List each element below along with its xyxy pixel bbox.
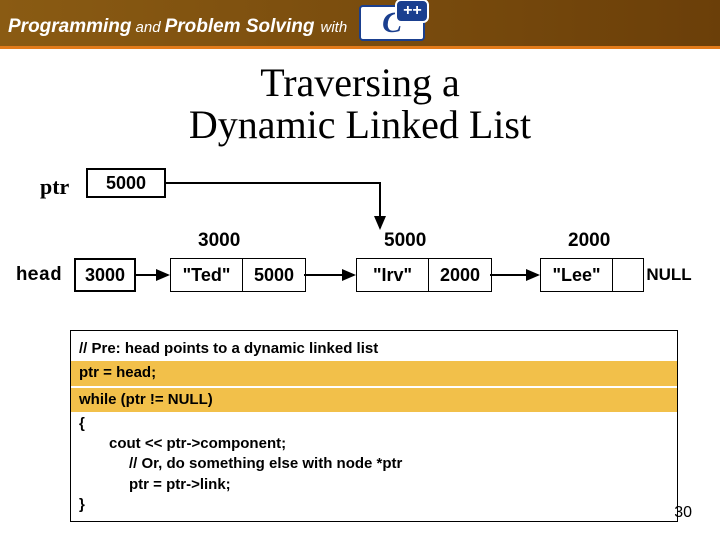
code-line-6: ptr = ptr->link;: [79, 475, 669, 495]
banner-word-problem-solving: Problem Solving: [165, 16, 315, 38]
banner-word-programming: Programming: [8, 16, 132, 38]
head-label: head: [16, 264, 62, 286]
addr-label-1: 5000: [384, 230, 426, 252]
node-2: "Lee": [540, 258, 644, 292]
ptr-label: ptr: [40, 174, 69, 200]
code-line-3: {: [79, 414, 669, 434]
addr-label-2: 2000: [568, 230, 610, 252]
cpp-plusplus-badge: ++: [395, 0, 429, 23]
node-0-link: 5000: [243, 259, 305, 291]
banner-text: Programming and Problem Solving with C +…: [0, 5, 425, 41]
code-line-5: // Or, do something else with node *ptr: [79, 454, 669, 474]
cpp-logo: C ++: [359, 5, 425, 41]
ptr-value-box: 5000: [86, 168, 166, 198]
banner-word-and: and: [136, 19, 161, 36]
addr-label-0: 3000: [198, 230, 240, 252]
header-banner: Programming and Problem Solving with C +…: [0, 0, 720, 46]
node-1: "Irv" 2000: [356, 258, 492, 292]
node-0-data: "Ted": [171, 259, 243, 291]
null-terminator: NULL: [636, 258, 702, 292]
code-line-4: cout << ptr->component;: [79, 434, 669, 454]
code-line-7: }: [79, 495, 669, 515]
code-line-0: // Pre: head points to a dynamic linked …: [79, 339, 669, 359]
code-line-1-highlight: ptr = head;: [71, 361, 677, 385]
node-2-data: "Lee": [541, 259, 613, 291]
slide-title: Traversing a Dynamic Linked List: [0, 62, 720, 146]
code-block: // Pre: head points to a dynamic linked …: [70, 330, 678, 522]
node-1-data: "Irv": [357, 259, 429, 291]
slide-number: 30: [674, 504, 692, 522]
banner-separator: [0, 46, 720, 49]
title-line-1: Traversing a: [0, 62, 720, 104]
node-0: "Ted" 5000: [170, 258, 306, 292]
node-1-link: 2000: [429, 259, 491, 291]
banner-word-with: with: [320, 19, 347, 36]
arrow-ptr-to-node1: [166, 183, 380, 228]
head-value-box: 3000: [74, 258, 136, 292]
title-line-2: Dynamic Linked List: [0, 104, 720, 146]
code-line-2-highlight: while (ptr != NULL): [71, 388, 677, 412]
